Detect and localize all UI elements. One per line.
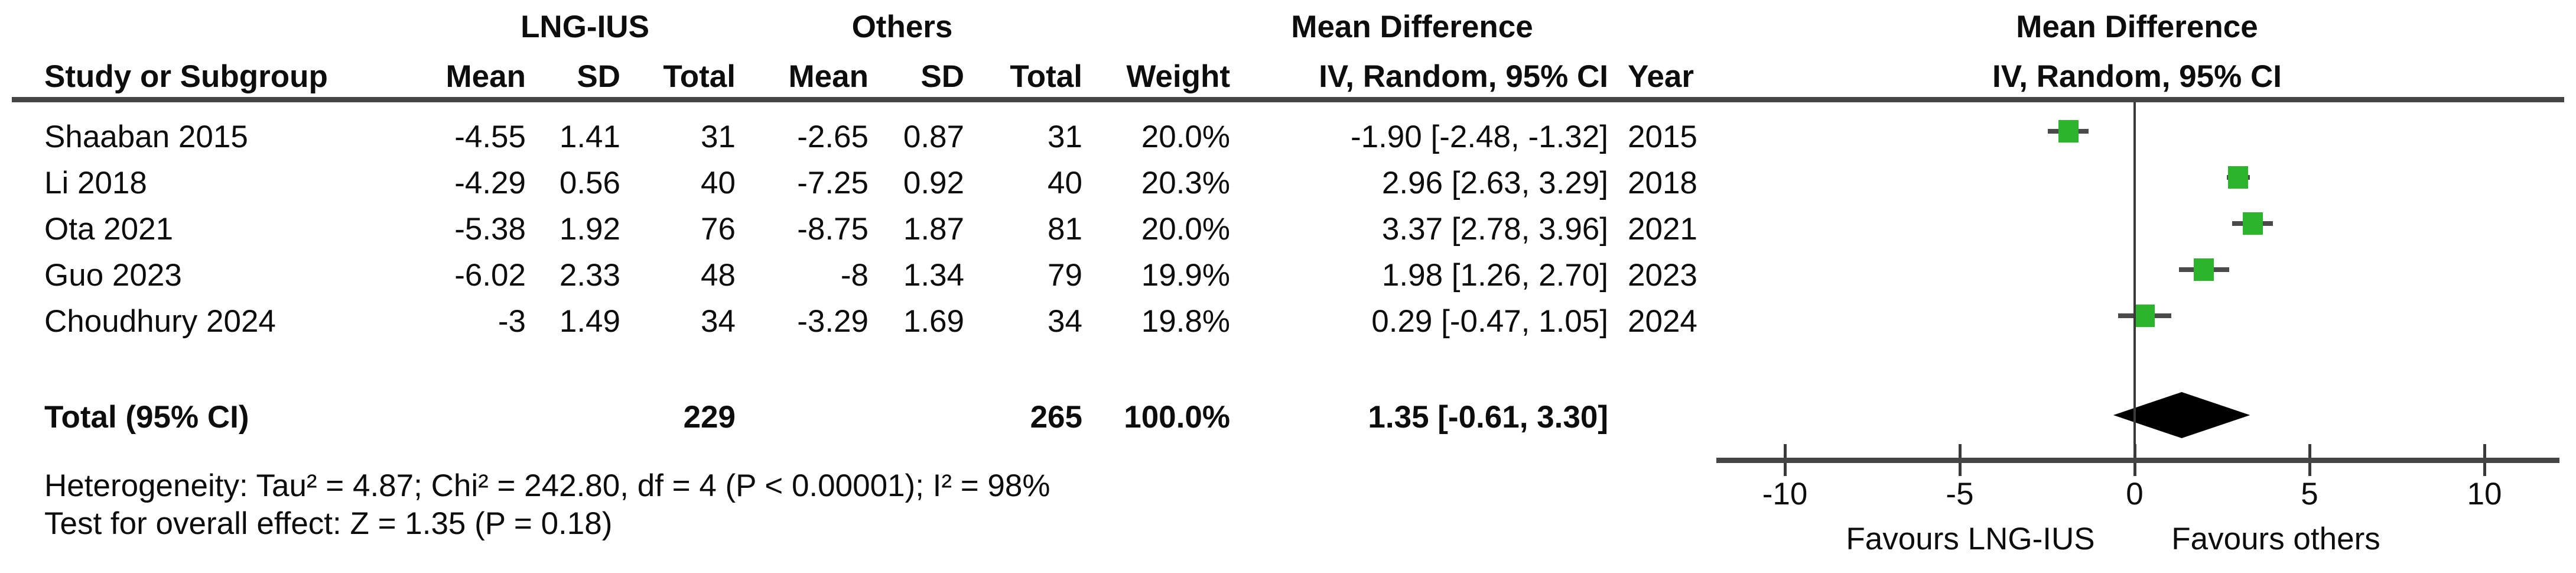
total-g2-total: 265 bbox=[1030, 400, 1082, 435]
effect-measure-header: Mean Difference bbox=[1291, 9, 1533, 44]
g2-mean-value: -8.75 bbox=[797, 212, 869, 247]
ci-value: 1.98 [1.26, 2.70] bbox=[1381, 258, 1608, 293]
total-weight: 100.0% bbox=[1124, 400, 1230, 435]
g2-sd-value: 0.92 bbox=[903, 166, 964, 200]
plot-method-header: IV, Random, 95% CI bbox=[1992, 59, 2282, 94]
weight-value: 20.3% bbox=[1141, 166, 1230, 200]
year-value: 2024 bbox=[1628, 304, 1697, 339]
effect-square bbox=[2242, 212, 2263, 235]
effect-square bbox=[2058, 120, 2079, 143]
g2-total-value: 31 bbox=[1048, 119, 1082, 154]
year-value: 2023 bbox=[1628, 258, 1697, 293]
g2-total-value: 81 bbox=[1048, 212, 1082, 247]
axis-tick-label: 0 bbox=[2126, 477, 2144, 512]
favours-right-label: Favours others bbox=[2171, 522, 2380, 556]
g2-mean-value: -8 bbox=[840, 258, 869, 293]
g1-total-value: 31 bbox=[701, 119, 736, 154]
axis-tick-label: 10 bbox=[2467, 477, 2502, 512]
zero-line bbox=[2133, 102, 2136, 463]
year-value: 2018 bbox=[1628, 166, 1697, 200]
total-row-label: Total (95% CI) bbox=[44, 400, 249, 435]
ci-value: 3.37 [2.78, 3.96] bbox=[1381, 212, 1608, 247]
g1-sd-header: SD bbox=[577, 59, 620, 94]
effect-square bbox=[2228, 166, 2249, 189]
year-value: 2021 bbox=[1628, 212, 1697, 247]
overall-effect-text: Test for overall effect: Z = 1.35 (P = 0… bbox=[44, 506, 613, 541]
ci-column-header: IV, Random, 95% CI bbox=[1319, 59, 1608, 94]
g1-sd-value: 2.33 bbox=[559, 258, 620, 293]
g2-total-value: 79 bbox=[1048, 258, 1082, 293]
g1-total-value: 48 bbox=[701, 258, 736, 293]
group1-header: LNG-IUS bbox=[521, 9, 649, 44]
group2-header: Others bbox=[851, 9, 953, 44]
g2-mean-value: -3.29 bbox=[797, 304, 869, 339]
weight-value: 20.0% bbox=[1141, 119, 1230, 154]
header-rule bbox=[12, 97, 2564, 102]
total-ci-value: 1.35 [-0.61, 3.30] bbox=[1368, 400, 1608, 435]
study-column-header: Study or Subgroup bbox=[44, 59, 328, 94]
g1-mean-value: -4.29 bbox=[454, 166, 526, 200]
g1-mean-value: -4.55 bbox=[454, 119, 526, 154]
weight-value: 19.8% bbox=[1141, 304, 1230, 339]
g1-mean-value: -6.02 bbox=[454, 258, 526, 293]
g2-sd-header: SD bbox=[921, 59, 964, 94]
g1-total-value: 76 bbox=[701, 212, 736, 247]
total-g1-total: 229 bbox=[683, 400, 736, 435]
study-name: Guo 2023 bbox=[44, 258, 182, 293]
g1-sd-value: 1.41 bbox=[559, 119, 620, 154]
g2-sd-value: 1.34 bbox=[903, 258, 964, 293]
g2-total-value: 40 bbox=[1048, 166, 1082, 200]
year-value: 2015 bbox=[1628, 119, 1697, 154]
axis-tick-label: -10 bbox=[1762, 477, 1808, 512]
weight-value: 19.9% bbox=[1141, 258, 1230, 293]
g1-total-value: 34 bbox=[701, 304, 736, 339]
g2-sd-value: 1.69 bbox=[903, 304, 964, 339]
g2-sd-value: 0.87 bbox=[903, 119, 964, 154]
effect-square bbox=[2194, 258, 2214, 281]
study-name: Shaaban 2015 bbox=[44, 119, 248, 154]
g2-total-header: Total bbox=[1010, 59, 1082, 94]
ci-value: 2.96 [2.63, 3.29] bbox=[1381, 166, 1608, 200]
g2-total-value: 34 bbox=[1048, 304, 1082, 339]
g2-sd-value: 1.87 bbox=[903, 212, 964, 247]
g2-mean-header: Mean bbox=[788, 59, 869, 94]
g2-mean-value: -7.25 bbox=[797, 166, 869, 200]
heterogeneity-text: Heterogeneity: Tau² = 4.87; Chi² = 242.8… bbox=[44, 468, 1050, 503]
g1-mean-value: -5.38 bbox=[454, 212, 526, 247]
year-header: Year bbox=[1628, 59, 1694, 94]
ci-value: 0.29 [-0.47, 1.05] bbox=[1371, 304, 1608, 339]
g1-sd-value: 1.92 bbox=[559, 212, 620, 247]
weight-header: Weight bbox=[1126, 59, 1230, 94]
ci-value: -1.90 [-2.48, -1.32] bbox=[1350, 119, 1608, 154]
weight-value: 20.0% bbox=[1141, 212, 1230, 247]
axis-tick-label: -5 bbox=[1946, 477, 1974, 512]
study-name: Ota 2021 bbox=[44, 212, 174, 247]
g1-mean-header: Mean bbox=[445, 59, 526, 94]
study-name: Li 2018 bbox=[44, 166, 147, 200]
g1-sd-value: 1.49 bbox=[559, 304, 620, 339]
g1-total-header: Total bbox=[663, 59, 736, 94]
g1-total-value: 40 bbox=[701, 166, 736, 200]
g1-mean-value: -3 bbox=[497, 304, 526, 339]
axis-tick-label: 5 bbox=[2301, 477, 2318, 512]
study-name: Choudhury 2024 bbox=[44, 304, 276, 339]
g1-sd-value: 0.56 bbox=[559, 166, 620, 200]
plot-effect-measure-header: Mean Difference bbox=[2016, 9, 2258, 44]
effect-square bbox=[2135, 305, 2155, 327]
favours-left-label: Favours LNG-IUS bbox=[1846, 522, 2095, 556]
g2-mean-value: -2.65 bbox=[797, 119, 869, 154]
x-axis bbox=[1716, 458, 2559, 463]
